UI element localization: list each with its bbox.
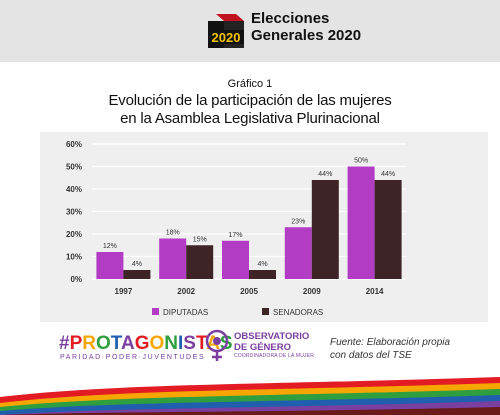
- bar-diputadas-2014: [347, 166, 375, 279]
- y-tick-label: 50%: [66, 163, 82, 172]
- data-label: 15%: [193, 236, 207, 243]
- x-tick-label: 2005: [240, 287, 258, 296]
- observatorio-line1: OBSERVATORIO: [234, 331, 310, 342]
- decorative-stripes: [0, 377, 500, 415]
- bar-senadoras-1997: [123, 270, 151, 279]
- gender-symbol-icon: [205, 329, 229, 361]
- observatorio-line2: DE GÉNERO: [234, 342, 292, 353]
- source-note: Fuente: Elaboración propia con datos del…: [330, 336, 450, 362]
- data-label: 50%: [354, 158, 368, 165]
- data-label: 17%: [228, 232, 242, 239]
- y-tick-label: 20%: [66, 230, 82, 239]
- bar-senadoras-2005: [249, 270, 276, 279]
- bar-diputadas-1997: [96, 252, 124, 279]
- chart-title-line1: Evolución de la participación de las muj…: [108, 92, 392, 109]
- observatorio-subtitle: COORDINADORA DE LA MUJER: [234, 353, 315, 359]
- logo-year: 2020: [212, 30, 241, 45]
- bar-diputadas-2005: [222, 240, 249, 279]
- data-label: 4%: [132, 261, 142, 268]
- chart-subtitle: Gráfico 1: [227, 78, 273, 90]
- x-tick-label: 1997: [115, 287, 133, 296]
- chart-background: [40, 132, 488, 322]
- bar-diputadas-2009: [284, 227, 312, 279]
- x-tick-label: 2002: [177, 287, 195, 296]
- data-label: 44%: [318, 171, 332, 178]
- elecciones-2020-logo: 2020: [208, 14, 244, 48]
- data-label: 12%: [103, 243, 117, 250]
- bar-senadoras-2014: [374, 180, 402, 279]
- data-label: 44%: [381, 171, 395, 178]
- bar-senadoras-2009: [311, 180, 339, 279]
- header-band: [0, 0, 500, 62]
- y-tick-label: 60%: [66, 140, 82, 149]
- source-line2: con datos del TSE: [330, 350, 412, 361]
- chart-title-line2: en la Asamblea Legislativa Plurinacional: [120, 110, 380, 127]
- bar-diputadas-2002: [159, 238, 187, 279]
- data-label: 18%: [166, 230, 180, 237]
- x-tick-label: 2014: [366, 287, 384, 296]
- bar-chart: 0% 10% 20% 30% 40% 50% 60% 12% 4% 1997 18% 15% 2002 1…: [66, 140, 406, 296]
- logo-line2: Generales 2020: [251, 27, 362, 44]
- legend-label-diputadas: DIPUTADAS: [163, 308, 208, 317]
- y-tick-label: 10%: [66, 253, 82, 262]
- y-tick-label: 0%: [70, 275, 82, 284]
- protagonistas-subtitle: PARIDAD·PODER·JUVENTUDES: [60, 354, 206, 361]
- y-tick-label: 30%: [66, 208, 82, 217]
- source-line1: Fuente: Elaboración propia: [330, 337, 451, 348]
- bar-senadoras-2002: [186, 245, 214, 279]
- chart-legend: DIPUTADAS SENADORAS: [152, 308, 323, 317]
- data-label: 23%: [291, 218, 305, 225]
- observatorio-title: OBSERVATORIO DE GÉNERO: [234, 331, 309, 353]
- chart-title: Evolución de la participación de las muj…: [0, 92, 500, 128]
- logo-line1: Elecciones: [251, 10, 330, 27]
- legend-swatch-diputadas: [152, 308, 159, 315]
- legend-label-senadoras: SENADORAS: [273, 308, 323, 317]
- legend-swatch-senadoras: [262, 308, 269, 315]
- data-label: 4%: [257, 261, 267, 268]
- logo-text: Elecciones Generales 2020: [251, 10, 361, 44]
- y-tick-label: 40%: [66, 185, 82, 194]
- x-tick-label: 2009: [303, 287, 321, 296]
